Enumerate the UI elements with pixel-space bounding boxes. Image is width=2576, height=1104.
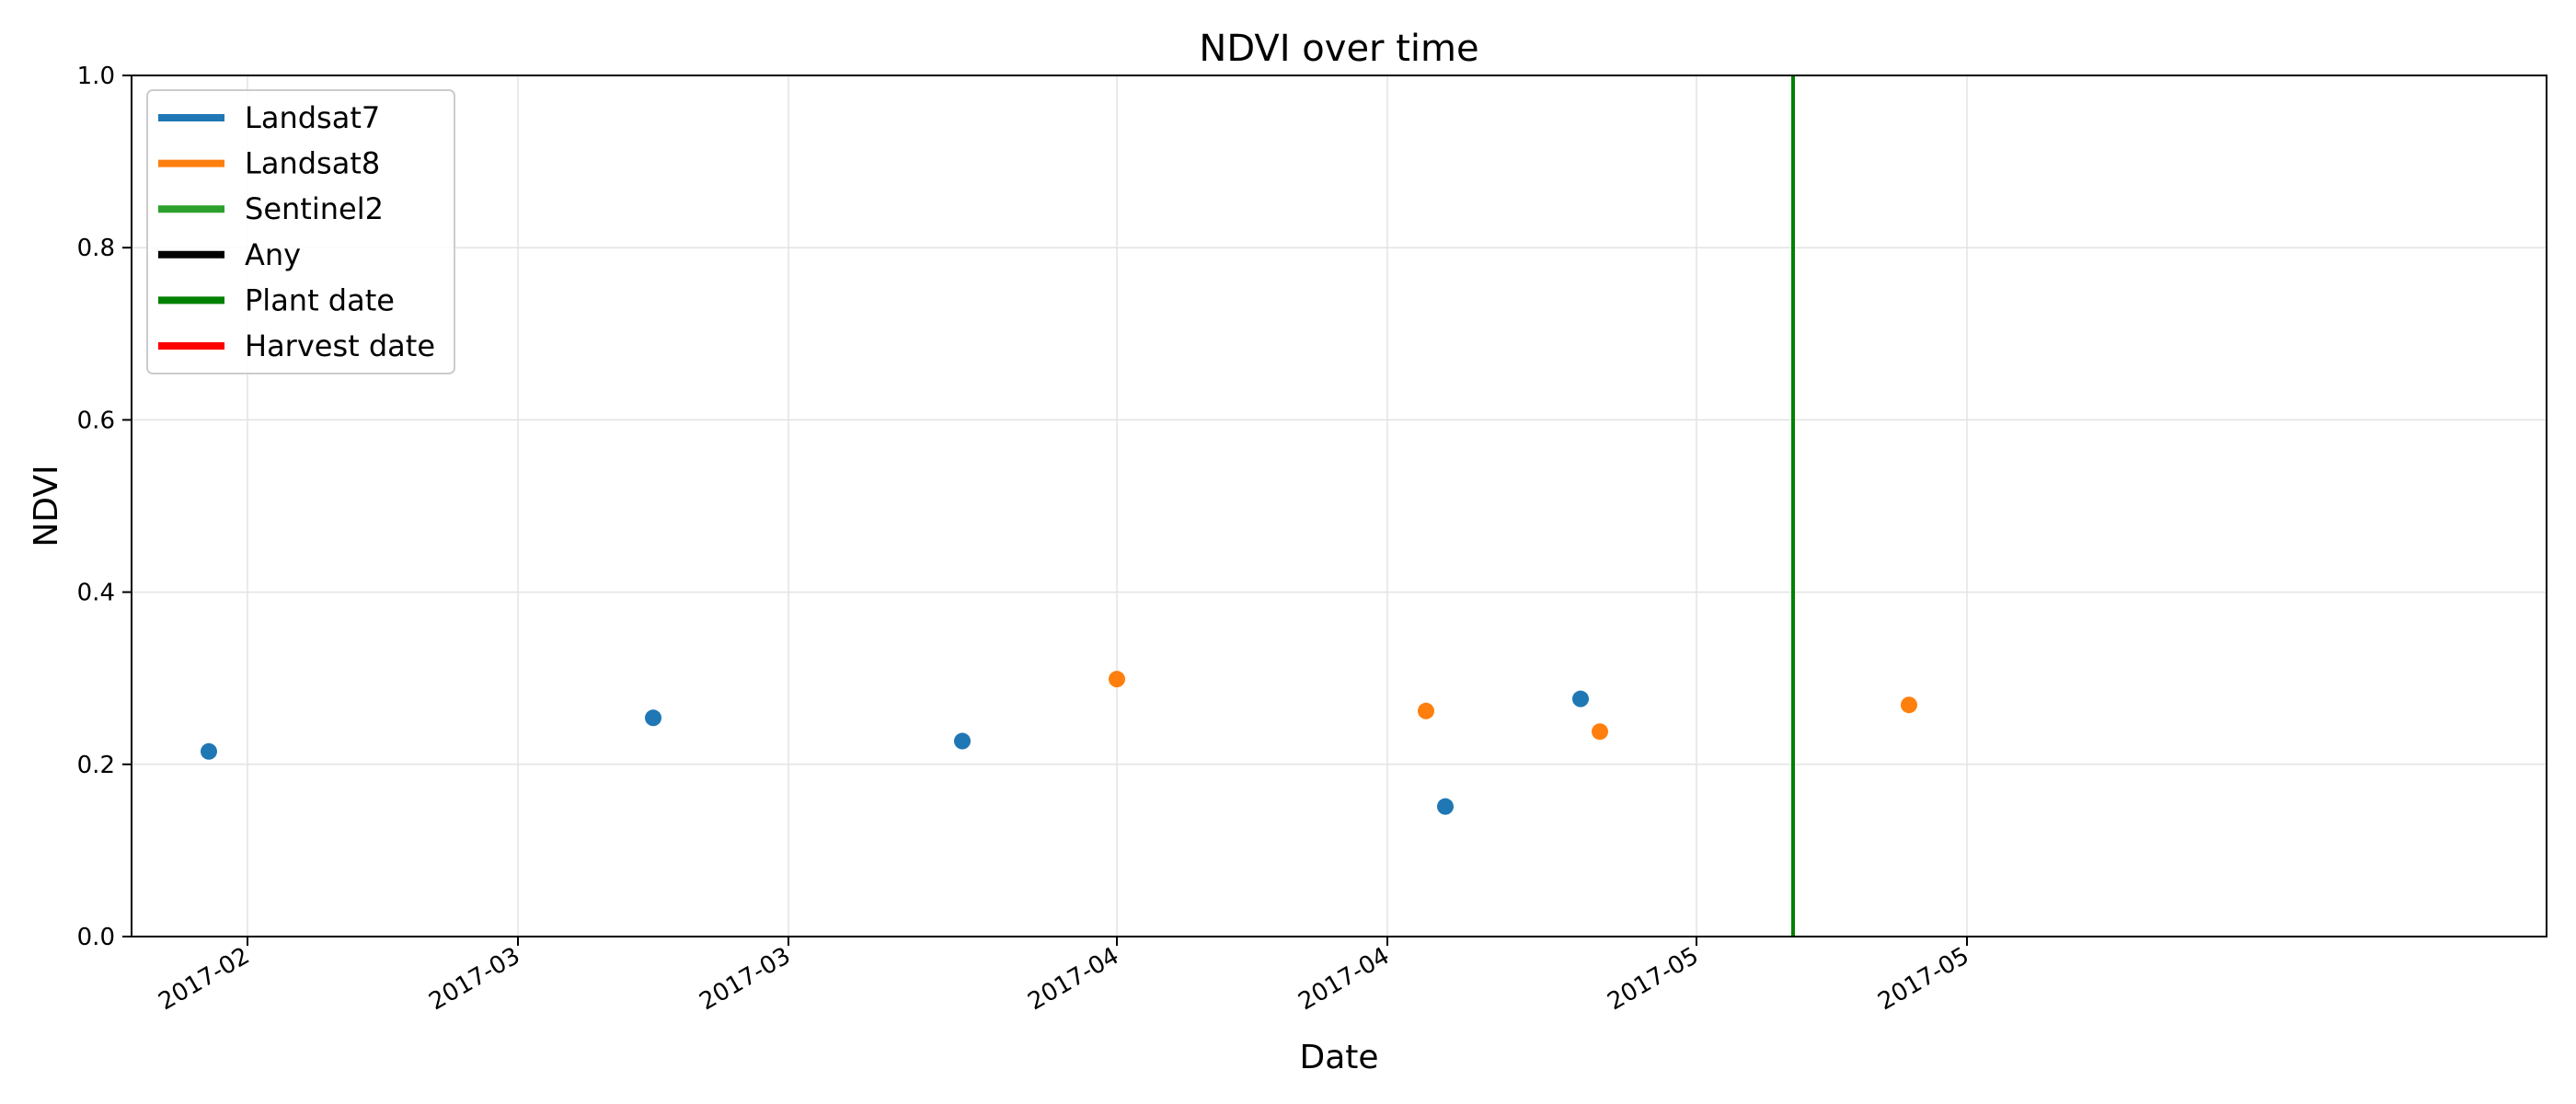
data-point-landsat8 [1109, 671, 1125, 688]
y-tick-label: 0.8 [77, 235, 115, 262]
data-points [201, 671, 1917, 815]
plot-frame [131, 75, 2547, 937]
legend-label: Harvest date [245, 328, 435, 363]
y-tick-label: 0.2 [77, 752, 115, 779]
data-point-landsat7 [645, 709, 661, 727]
data-point-landsat7 [954, 732, 971, 750]
legend-label: Sentinel2 [245, 191, 384, 226]
legend-label: Landsat7 [245, 100, 380, 135]
legend: Landsat7 Landsat8 Sentinel2 Any Plant date Ha… [146, 89, 455, 374]
legend-label: Landsat8 [245, 146, 380, 181]
legend-label: Plant date [245, 282, 395, 317]
chart-title: NDVI over time [1199, 28, 1478, 70]
x-axis-label: Date [1299, 1039, 1378, 1076]
y-axis-label: NDVI [28, 465, 65, 546]
data-point-landsat8 [1418, 702, 1434, 719]
data-point-landsat8 [1592, 723, 1608, 741]
y-tick-label: 0.0 [77, 924, 115, 951]
y-tick-label: 1.0 [77, 63, 115, 90]
legend-label: Any [245, 237, 301, 272]
y-tick-label: 0.6 [77, 407, 115, 434]
data-point-landsat8 [1901, 696, 1917, 714]
data-point-landsat7 [1572, 690, 1589, 707]
data-point-landsat7 [1437, 798, 1454, 815]
data-point-landsat7 [201, 742, 217, 760]
y-tick-label: 0.4 [77, 580, 115, 607]
y-axis-ticks: 0.0 0.2 0.4 0.6 0.8 1.0 [77, 63, 132, 951]
